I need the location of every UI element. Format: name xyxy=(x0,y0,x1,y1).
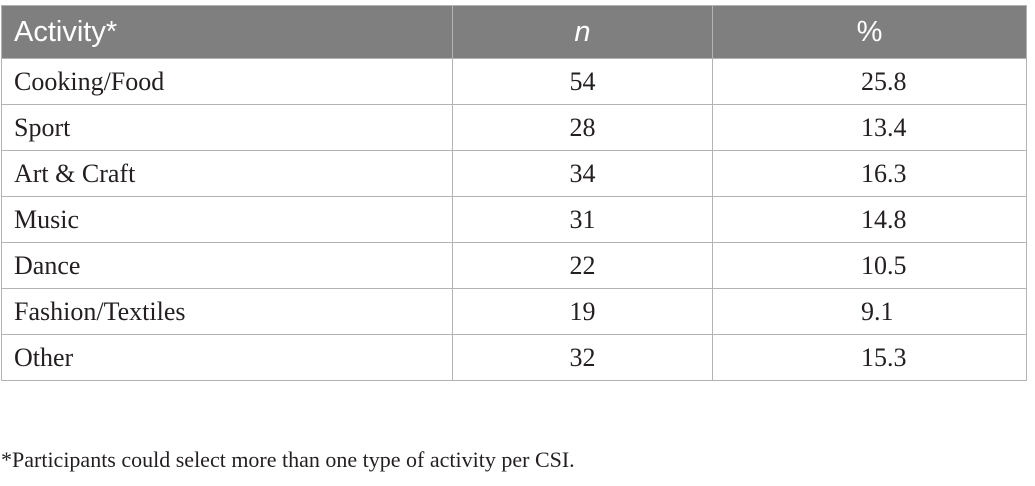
cell-n: 32 xyxy=(452,334,713,381)
header-row: Activity* n % xyxy=(1,5,1027,59)
cell-percent: 16.3 xyxy=(712,150,1027,197)
table-header: Activity* n % xyxy=(1,5,1027,59)
cell-activity: Music xyxy=(1,196,453,243)
table-row: Art & Craft 34 16.3 xyxy=(1,150,1027,197)
cell-n: 54 xyxy=(452,58,713,105)
table-row: Cooking/Food 54 25.8 xyxy=(1,58,1027,105)
table-row: Sport 28 13.4 xyxy=(1,104,1027,151)
header-n: n xyxy=(452,5,713,59)
cell-percent: 9.1 xyxy=(712,288,1027,335)
table-row: Fashion/Textiles 19 9.1 xyxy=(1,288,1027,335)
table-row: Music 31 14.8 xyxy=(1,196,1027,243)
cell-percent: 14.8 xyxy=(712,196,1027,243)
cell-activity: Cooking/Food xyxy=(1,58,453,105)
table-body: Cooking/Food 54 25.8 Sport 28 13.4 Art &… xyxy=(1,58,1027,381)
cell-percent: 25.8 xyxy=(712,58,1027,105)
activity-table-container: Activity* n % Cooking/Food 54 25.8 Sport… xyxy=(1,5,1027,381)
cell-activity: Sport xyxy=(1,104,453,151)
cell-percent: 13.4 xyxy=(712,104,1027,151)
header-percent: % xyxy=(712,5,1027,59)
cell-activity: Dance xyxy=(1,242,453,289)
cell-activity: Fashion/Textiles xyxy=(1,288,453,335)
cell-activity: Other xyxy=(1,334,453,381)
cell-n: 28 xyxy=(452,104,713,151)
cell-activity: Art & Craft xyxy=(1,150,453,197)
cell-percent: 15.3 xyxy=(712,334,1027,381)
header-activity: Activity* xyxy=(1,5,453,59)
cell-n: 31 xyxy=(452,196,713,243)
cell-percent: 10.5 xyxy=(712,242,1027,289)
cell-n: 19 xyxy=(452,288,713,335)
cell-n: 34 xyxy=(452,150,713,197)
table-footnote: *Participants could select more than one… xyxy=(1,447,575,472)
activity-table: Activity* n % Cooking/Food 54 25.8 Sport… xyxy=(1,5,1027,381)
table-row: Dance 22 10.5 xyxy=(1,242,1027,289)
cell-n: 22 xyxy=(452,242,713,289)
table-row: Other 32 15.3 xyxy=(1,334,1027,381)
